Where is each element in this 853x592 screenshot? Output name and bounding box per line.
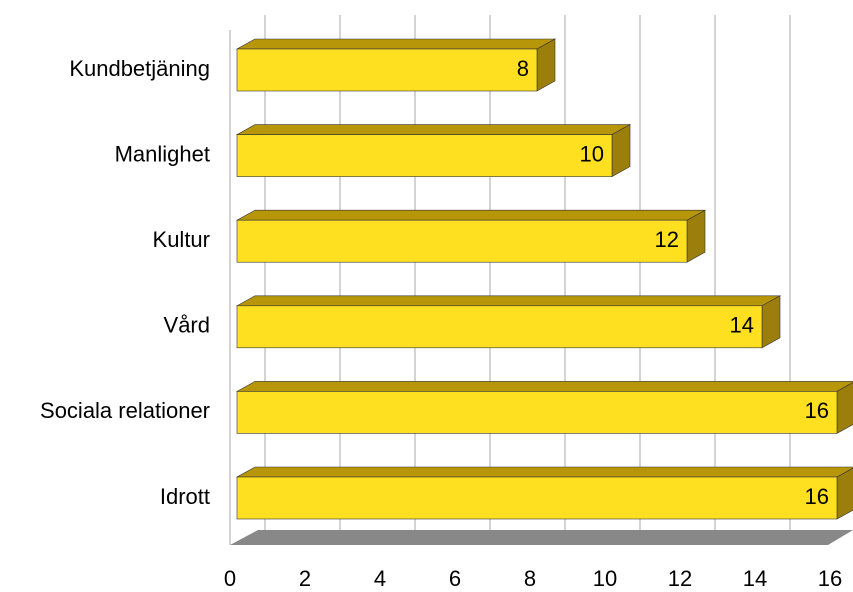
y-tick-label: Vård (164, 313, 210, 338)
bar (236, 48, 538, 92)
value-label: 16 (805, 398, 829, 423)
bar-top (235, 381, 853, 392)
x-tick-label: 0 (224, 566, 236, 591)
x-tick-label: 16 (818, 566, 842, 591)
bar-top (235, 209, 707, 221)
value-label: 12 (655, 227, 679, 252)
x-tick-label: 4 (374, 566, 386, 591)
value-label: 16 (805, 484, 829, 509)
x-tick-label: 10 (593, 566, 617, 591)
value-label: 10 (580, 141, 604, 166)
y-tick-label: Kultur (153, 227, 210, 252)
bar (236, 391, 838, 434)
x-tick-label: 6 (449, 566, 461, 591)
y-tick-label: Idrott (160, 484, 210, 509)
y-tick-label: Manlighet (115, 141, 210, 166)
value-label: 14 (730, 313, 754, 338)
x-tick-label: 14 (743, 566, 767, 591)
bar (236, 219, 688, 263)
bar (236, 476, 838, 520)
bar (236, 305, 763, 349)
bar-top (235, 38, 557, 50)
bar-top (235, 466, 853, 478)
bar (236, 134, 613, 177)
x-tick-label: 2 (299, 566, 311, 591)
floor (230, 530, 853, 545)
x-tick-label: 8 (524, 566, 536, 591)
y-tick-label: Kundbetjäning (69, 56, 210, 81)
bar-top (235, 124, 632, 135)
x-tick-label: 12 (668, 566, 692, 591)
y-tick-label: Sociala relationer (40, 398, 210, 423)
bar-top (235, 295, 782, 307)
value-label: 8 (517, 56, 529, 81)
